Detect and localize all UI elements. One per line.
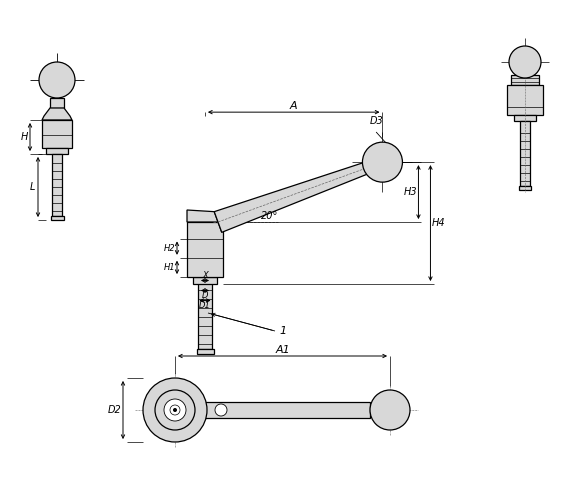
Text: D3: D3 (370, 116, 384, 126)
Polygon shape (214, 157, 384, 232)
Circle shape (143, 378, 207, 442)
Circle shape (509, 46, 541, 78)
Circle shape (215, 404, 227, 416)
Bar (519, 186, 531, 190)
Circle shape (164, 399, 186, 421)
Polygon shape (187, 210, 223, 232)
Text: H2: H2 (164, 243, 176, 253)
Text: A: A (290, 101, 297, 111)
Circle shape (173, 408, 177, 412)
Bar (52, 154, 62, 216)
Bar (197, 349, 214, 354)
Text: X: X (202, 271, 208, 280)
Bar (46, 148, 68, 154)
Circle shape (39, 62, 75, 98)
Text: H: H (20, 132, 28, 142)
Circle shape (155, 390, 195, 430)
Circle shape (363, 142, 402, 182)
Bar (198, 277, 212, 349)
Circle shape (170, 405, 180, 415)
Text: D: D (202, 291, 208, 300)
Text: 20°: 20° (261, 211, 279, 221)
Polygon shape (42, 108, 72, 120)
Text: D2: D2 (108, 405, 122, 415)
Bar (507, 85, 543, 115)
Text: H4: H4 (432, 218, 445, 228)
Bar (511, 75, 539, 85)
Text: A1: A1 (275, 345, 290, 355)
Bar (199, 402, 370, 418)
Text: H3: H3 (404, 187, 417, 197)
Bar (193, 277, 217, 284)
Bar (187, 222, 223, 277)
Bar (50, 98, 64, 108)
Circle shape (370, 390, 410, 430)
Text: 1: 1 (279, 326, 286, 336)
Bar (51, 216, 63, 220)
Bar (42, 120, 72, 148)
Bar (520, 121, 530, 186)
Text: L: L (29, 182, 35, 192)
Text: D1: D1 (199, 301, 211, 310)
Bar (514, 115, 536, 121)
Text: H1: H1 (164, 263, 176, 272)
